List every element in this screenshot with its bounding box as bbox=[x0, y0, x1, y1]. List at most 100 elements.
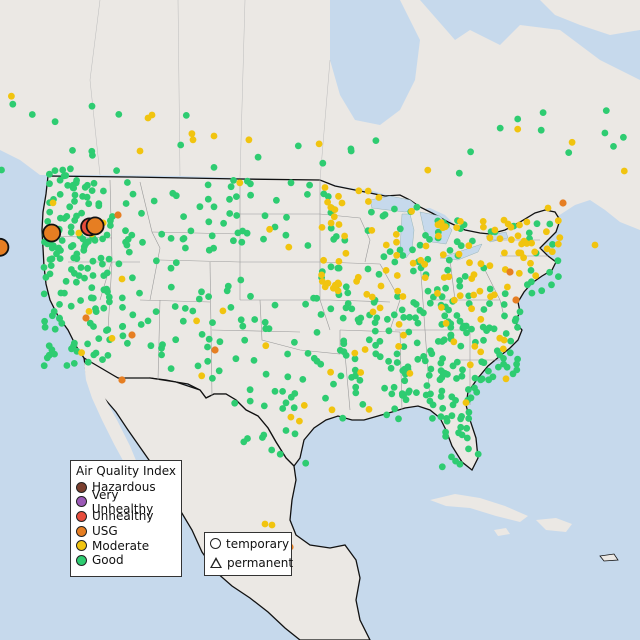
usg-monitor-dot bbox=[559, 199, 567, 207]
good-monitor-dot bbox=[501, 312, 508, 320]
unhealthy-swatch bbox=[76, 510, 87, 522]
good-monitor-dot bbox=[99, 235, 106, 243]
good-monitor-dot bbox=[136, 289, 143, 297]
large-monitor-markers bbox=[0, 216, 105, 257]
good-monitor-dot bbox=[233, 212, 241, 219]
moderate-monitor-dot bbox=[440, 274, 448, 281]
good-monitor-dot bbox=[208, 232, 216, 240]
good-monitor-dot bbox=[460, 322, 467, 330]
moderate-monitor-dot bbox=[468, 305, 475, 313]
good-monitor-dot bbox=[171, 303, 179, 310]
moderate-monitor-dot bbox=[531, 248, 539, 256]
moderate-monitor-dot bbox=[399, 293, 407, 300]
good-monitor-dot bbox=[189, 307, 197, 315]
good-monitor-dot bbox=[528, 278, 535, 286]
moderate-monitor-dot bbox=[136, 147, 144, 155]
moderate-monitor-dot bbox=[543, 228, 550, 236]
good-monitor-dot bbox=[507, 337, 515, 345]
good-monitor-dot bbox=[227, 304, 235, 311]
good-monitor-dot bbox=[444, 266, 452, 274]
puerto-rico bbox=[599, 553, 619, 562]
moderate-monitor-dot bbox=[341, 232, 348, 240]
moderate-monitor-dot bbox=[287, 413, 295, 421]
good-monitor-dot bbox=[422, 232, 429, 239]
good-monitor-dot bbox=[388, 390, 396, 398]
good-monitor-dot bbox=[449, 362, 457, 370]
good-monitor-dot bbox=[306, 181, 313, 189]
good-monitor-dot bbox=[429, 415, 436, 422]
moderate-monitor-dot bbox=[477, 315, 485, 323]
good-monitor-dot bbox=[457, 342, 465, 350]
moderate-monitor-dot bbox=[315, 140, 323, 148]
good-monitor-dot bbox=[302, 459, 310, 467]
good-monitor-dot bbox=[424, 287, 432, 295]
good-monitor-dot bbox=[422, 391, 430, 399]
good-monitor-dot bbox=[399, 367, 407, 374]
good-monitor-dot bbox=[49, 242, 57, 250]
legend-item-very-unhealthy: Very Unhealthy bbox=[71, 488, 181, 516]
triangle-icon bbox=[210, 557, 222, 568]
good-monitor-dot bbox=[453, 375, 460, 382]
good-monitor-dot bbox=[159, 341, 166, 349]
good-monitor-dot bbox=[138, 209, 145, 217]
good-monitor-dot bbox=[67, 223, 75, 231]
good-monitor-dot bbox=[383, 411, 391, 419]
good-monitor-dot bbox=[89, 152, 96, 159]
good-monitor-dot bbox=[77, 297, 84, 304]
moderate-monitor-dot bbox=[338, 199, 346, 207]
good-monitor-dot bbox=[69, 181, 77, 189]
good-monitor-dot bbox=[40, 290, 48, 298]
moderate-monitor-dot bbox=[335, 192, 342, 200]
good-monitor-dot bbox=[105, 293, 113, 301]
good-monitor-dot bbox=[448, 412, 456, 420]
good-monitor-dot bbox=[438, 387, 446, 395]
moderate-monitor-dot bbox=[361, 346, 369, 353]
moderate-monitor-dot bbox=[328, 406, 336, 414]
good-monitor-dot bbox=[92, 305, 99, 312]
usg-monitor-dot bbox=[512, 296, 520, 304]
good-monitor-dot bbox=[601, 129, 609, 137]
legend-title: Air Quality Index bbox=[75, 464, 177, 478]
good-monitor-dot bbox=[196, 203, 204, 211]
good-monitor-dot bbox=[455, 429, 462, 437]
good-monitor-dot bbox=[441, 312, 449, 320]
moderate-monitor-dot bbox=[321, 184, 329, 191]
good-monitor-dot bbox=[89, 257, 97, 265]
good-monitor-dot bbox=[337, 372, 345, 380]
moderate-monitor-dot bbox=[516, 221, 523, 229]
good-monitor-dot bbox=[210, 203, 218, 211]
good-monitor-dot bbox=[244, 435, 251, 442]
moderate-monitor-dot bbox=[508, 236, 515, 244]
good-monitor-dot bbox=[456, 460, 464, 468]
good-monitor-dot bbox=[465, 408, 473, 416]
good-monitor-dot bbox=[67, 229, 75, 236]
good-monitor-dot bbox=[209, 319, 216, 326]
usg-monitor-dot bbox=[114, 211, 122, 219]
good-monitor-dot bbox=[412, 314, 419, 322]
good-monitor-dot bbox=[420, 309, 427, 317]
good-monitor-dot bbox=[233, 193, 240, 201]
good-monitor-dot bbox=[502, 330, 510, 337]
good-monitor-dot bbox=[452, 397, 459, 404]
good-monitor-dot bbox=[525, 229, 533, 237]
legend-label: Hazardous bbox=[92, 480, 156, 495]
moderate-monitor-dot bbox=[364, 187, 372, 195]
good-monitor-dot bbox=[290, 404, 298, 412]
good-monitor-dot bbox=[310, 294, 317, 302]
good-monitor-dot bbox=[391, 205, 398, 213]
good-monitor-dot bbox=[279, 388, 286, 395]
legend-item-permanent: permanent bbox=[205, 552, 293, 571]
good-monitor-dot bbox=[254, 153, 262, 161]
good-monitor-dot bbox=[368, 208, 375, 216]
good-monitor-dot bbox=[355, 318, 363, 326]
good-monitor-dot bbox=[58, 319, 66, 327]
good-monitor-dot bbox=[463, 329, 470, 337]
legend-label: Good bbox=[92, 553, 124, 568]
good-monitor-dot bbox=[438, 463, 446, 471]
moderate-monitor-dot bbox=[327, 219, 335, 227]
good-monitor-dot bbox=[511, 317, 519, 325]
moderate-monitor-dot bbox=[330, 213, 338, 221]
good-swatch bbox=[76, 554, 87, 566]
good-monitor-dot bbox=[493, 347, 501, 355]
good-monitor-dot bbox=[284, 350, 291, 358]
